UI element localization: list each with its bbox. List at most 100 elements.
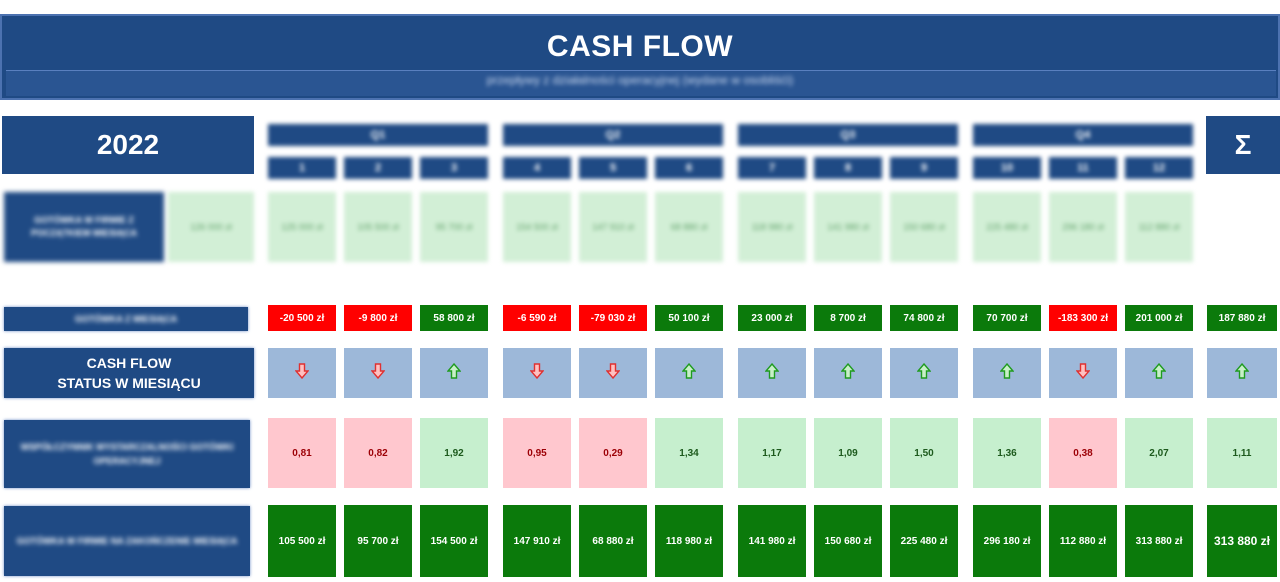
ratio-cell: 1,09 [814,418,882,488]
end-balance-cell: 105 500 zł [268,505,336,577]
quarter-header-q4: Q4 [973,124,1193,146]
start-balance-cell: 141 980 zł [814,192,882,262]
arrow-up-icon [1151,362,1167,384]
ratio-cell: 1,92 [420,418,488,488]
start-balance-label: GOTÓWKA W FIRMIE Z POCZĄTKIEM MIESIĄCA [4,192,164,262]
status-cell [1125,348,1193,398]
quarter-header-q3: Q3 [738,124,958,146]
arrow-down-icon [1075,362,1091,384]
ratio-cell: 2,07 [1125,418,1193,488]
end-balance-cell: 141 980 zł [738,505,806,577]
status-label-line1: CASH FLOW [86,354,172,371]
ratio-label-box: WSPÓŁCZYNNIK WYSTARCZALNOŚCI GOTÓWKI OPE… [4,420,250,488]
monthly-cash-label: GOTÓWKA Z MIESIĄCA [74,313,178,324]
end-balance-cell: 296 180 zł [973,505,1041,577]
start-balance-cell: 118 980 zł [738,192,806,262]
end-balance-total: 313 880 zł [1207,505,1277,577]
monthly-cash-cell: 58 800 zł [420,305,488,331]
status-total-cell [1207,348,1277,398]
status-cell [890,348,958,398]
quarter-header-q1: Q1 [268,124,488,146]
month-header: 5 [579,157,647,179]
status-cell [420,348,488,398]
monthly-cash-cell: -6 590 zł [503,305,571,331]
ratio-label: WSPÓŁCZYNNIK WYSTARCZALNOŚCI GOTÓWKI OPE… [20,441,234,466]
arrow-up-icon [916,362,932,384]
monthly-cash-cell: 23 000 zł [738,305,806,331]
month-header: 2 [344,157,412,179]
end-balance-cell: 225 480 zł [890,505,958,577]
month-header: 4 [503,157,571,179]
arrow-up-icon [1234,362,1250,384]
status-cell [973,348,1041,398]
monthly-cash-cell: -20 500 zł [268,305,336,331]
status-cell [503,348,571,398]
arrow-down-icon [605,362,621,384]
ratio-total: 1,11 [1207,418,1277,488]
arrow-down-icon [529,362,545,384]
monthly-cash-total: 187 880 zł [1207,305,1277,331]
arrow-down-icon [370,362,386,384]
month-header: 6 [655,157,723,179]
month-header: 10 [973,157,1041,179]
monthly-cash-cell: -9 800 zł [344,305,412,331]
end-balance-label: GOTÓWKA W FIRMIE NA ZAKOŃCZENIE MIESIĄCA [16,535,238,546]
start-balance-cell: 147 910 zł [579,192,647,262]
end-balance-cell: 154 500 zł [420,505,488,577]
start-balance-cell: 95 700 zł [420,192,488,262]
status-cell [268,348,336,398]
start-balance-first-cell: 126 000 zł [168,192,254,262]
end-balance-cell: 313 880 zł [1125,505,1193,577]
year-label: 2022 [2,116,254,174]
arrow-up-icon [764,362,780,384]
end-balance-cell: 112 880 zł [1049,505,1117,577]
status-cell [738,348,806,398]
arrow-up-icon [999,362,1015,384]
ratio-cell: 1,17 [738,418,806,488]
month-header: 12 [1125,157,1193,179]
status-cell [814,348,882,398]
month-header: 8 [814,157,882,179]
month-header: 1 [268,157,336,179]
start-balance-cell: 225 480 zł [973,192,1041,262]
start-balance-cell: 125 000 zł [268,192,336,262]
status-cell [655,348,723,398]
monthly-cash-cell: 50 100 zł [655,305,723,331]
end-balance-label-box: GOTÓWKA W FIRMIE NA ZAKOŃCZENIE MIESIĄCA [4,506,250,576]
monthly-cash-cell: 70 700 zł [973,305,1041,331]
arrow-down-icon [294,362,310,384]
ratio-cell: 0,95 [503,418,571,488]
start-balance-cell: 105 500 zł [344,192,412,262]
monthly-cash-cell: 8 700 zł [814,305,882,331]
page-title: CASH FLOW [546,30,734,63]
status-label-line2: STATUS W MIESIĄCU [57,375,201,391]
end-balance-cell: 95 700 zł [344,505,412,577]
start-balance-cell: 112 880 zł [1125,192,1193,262]
status-cell [344,348,412,398]
page-subtitle: przepływy z działalności operacyjnej (wy… [486,73,794,87]
ratio-cell: 0,38 [1049,418,1117,488]
end-balance-cell: 118 980 zł [655,505,723,577]
status-label-box: CASH FLOW STATUS W MIESIĄCU [4,348,254,398]
monthly-cash-cell: 201 000 zł [1125,305,1193,331]
month-header: 9 [890,157,958,179]
status-cell [579,348,647,398]
month-header: 3 [420,157,488,179]
ratio-cell: 0,29 [579,418,647,488]
subtitle-bar [6,70,1276,96]
month-header: 7 [738,157,806,179]
ratio-cell: 0,82 [344,418,412,488]
monthly-cash-cell: 74 800 zł [890,305,958,331]
start-balance-cell: 296 180 zł [1049,192,1117,262]
ratio-cell: 1,50 [890,418,958,488]
arrow-up-icon [681,362,697,384]
start-balance-cell: 154 500 zł [503,192,571,262]
end-balance-cell: 150 680 zł [814,505,882,577]
end-balance-cell: 147 910 zł [503,505,571,577]
ratio-cell: 0,81 [268,418,336,488]
arrow-up-icon [446,362,462,384]
status-cell [1049,348,1117,398]
quarter-header-q2: Q2 [503,124,723,146]
ratio-cell: 1,36 [973,418,1041,488]
monthly-cash-cell: -79 030 zł [579,305,647,331]
